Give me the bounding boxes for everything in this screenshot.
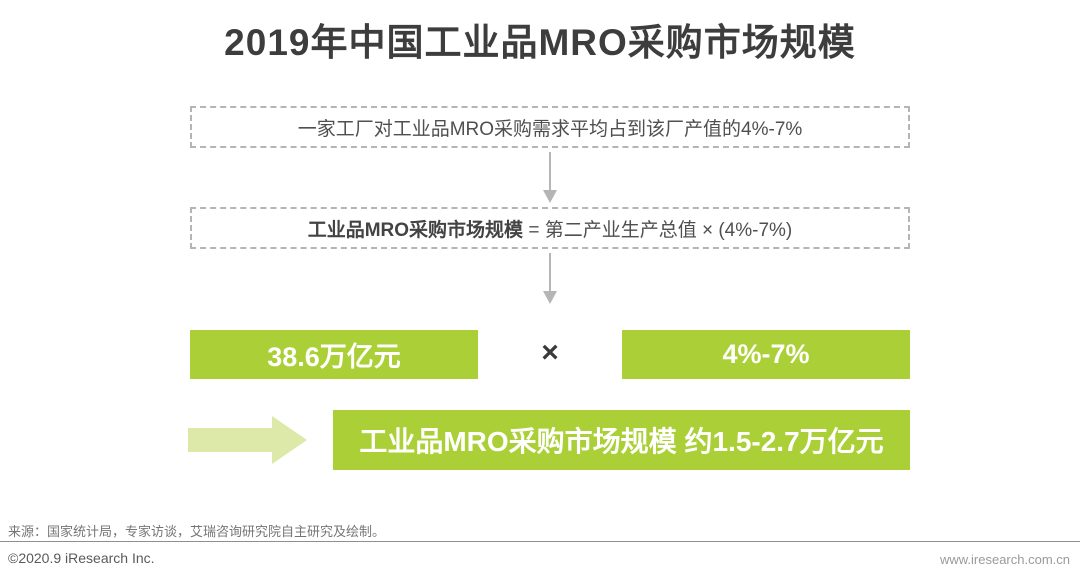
footer-divider <box>0 541 1080 542</box>
percent-value-text: 4%-7% <box>722 339 810 369</box>
result-bar: 工业品MRO采购市场规模 约1.5-2.7万亿元 <box>333 410 910 470</box>
multiply-sign: × <box>541 336 559 369</box>
formula-box: 工业品MRO采购市场规模 = 第二产业生产总值 × (4%-7%) <box>190 207 910 249</box>
gdp-value-text: 38.6万亿元 <box>267 342 401 372</box>
page-title: 2019年中国工业品MRO采购市场规模 <box>224 22 856 63</box>
premise-box: 一家工厂对工业品MRO采购需求平均占到该厂产值的4%-7% <box>190 106 910 148</box>
formula-bold-text: 工业品MRO采购市场规模 <box>307 219 524 241</box>
arrow-down-icon <box>543 152 557 203</box>
website-url: www.iresearch.com.cn <box>939 552 1070 567</box>
gdp-value-box: 38.6万亿元 <box>190 330 478 379</box>
copyright-text: ©2020.9 iResearch Inc. <box>8 550 155 566</box>
formula-rest-text: = 第二产业生产总值 × (4%-7%) <box>523 219 793 241</box>
result-text: 工业品MRO采购市场规模 约1.5-2.7万亿元 <box>359 426 884 457</box>
percent-value-box: 4%-7% <box>622 330 910 379</box>
source-note: 来源：国家统计局，专家访谈，艾瑞咨询研究院自主研究及绘制。 <box>8 524 386 539</box>
arrow-down-icon <box>543 253 557 304</box>
arrow-right-icon <box>188 416 307 464</box>
premise-text: 一家工厂对工业品MRO采购需求平均占到该厂产值的4%-7% <box>297 118 803 140</box>
